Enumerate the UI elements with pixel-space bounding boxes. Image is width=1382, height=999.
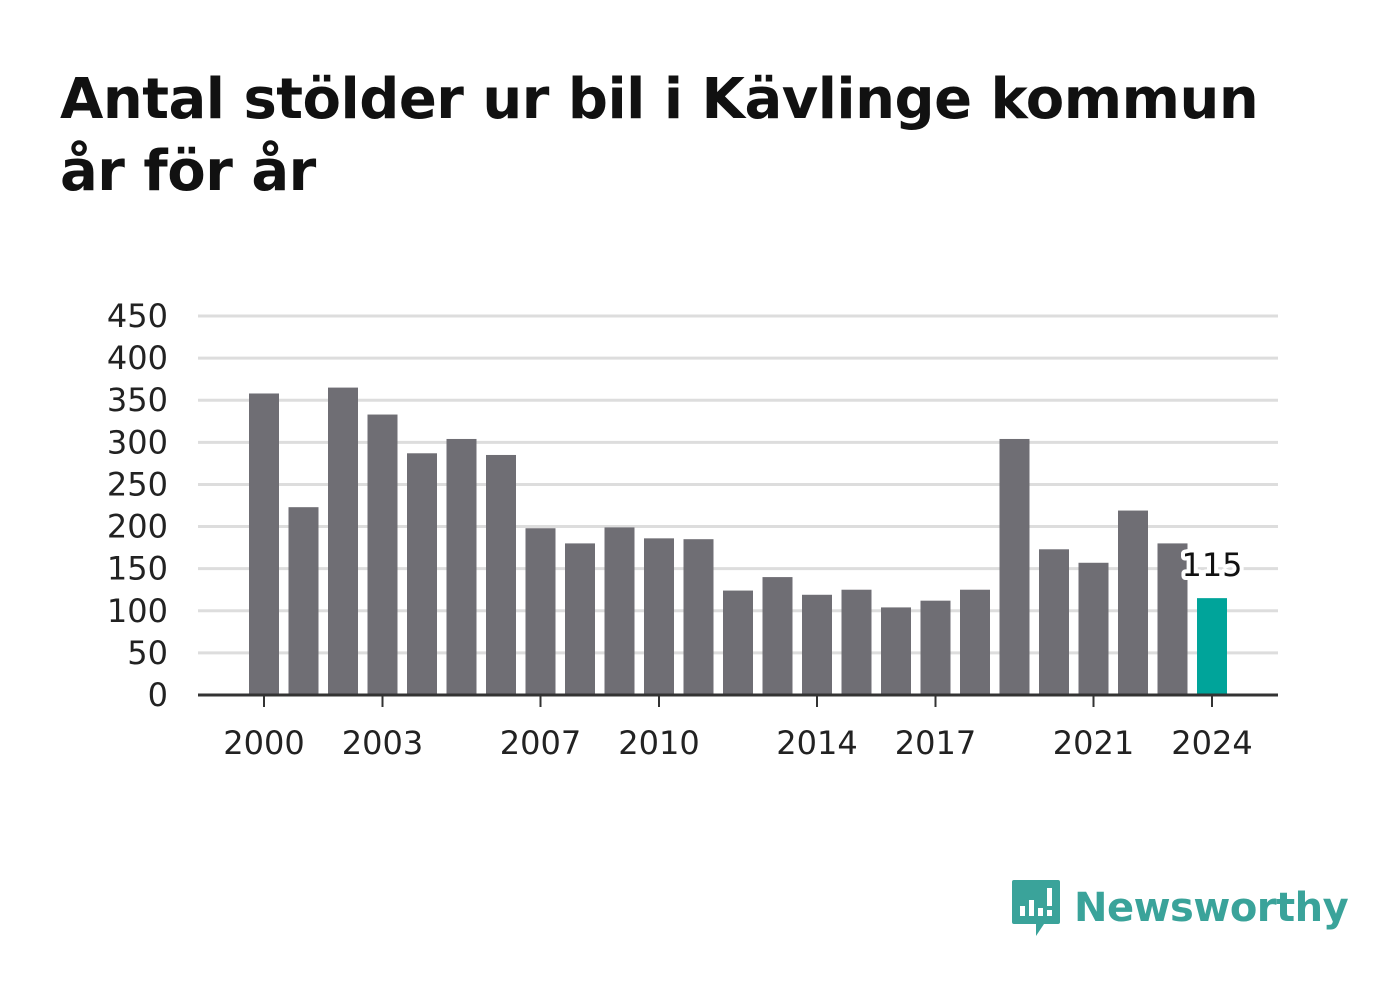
bar [802, 594, 832, 695]
newsworthy-logo: Newsworthy [1010, 878, 1349, 938]
bar [407, 453, 437, 695]
y-tick-label: 400 [107, 339, 168, 377]
x-tick-label: 2024 [1171, 724, 1252, 762]
bar [1157, 543, 1188, 695]
bar [999, 438, 1030, 695]
x-tick-label: 2014 [776, 724, 857, 762]
bar [841, 589, 872, 695]
y-tick-label: 100 [107, 592, 168, 630]
y-tick-label: 300 [107, 423, 168, 461]
bar [1039, 549, 1069, 695]
x-tick-label: 2007 [500, 724, 581, 762]
x-tick-label: 2021 [1053, 724, 1134, 762]
bar [328, 387, 358, 695]
axes [198, 693, 1278, 707]
bar [762, 577, 793, 695]
bar [1078, 562, 1109, 695]
bar [604, 527, 635, 695]
bar [960, 589, 990, 695]
x-tick-label: 2017 [895, 724, 976, 762]
bar [1197, 598, 1227, 695]
y-tick-label: 150 [107, 550, 168, 588]
y-tick-label: 250 [107, 465, 168, 503]
x-tick-label: 2010 [618, 724, 699, 762]
x-tick-label: 2003 [342, 724, 423, 762]
bar [565, 543, 595, 695]
bar [367, 414, 398, 695]
brand-name: Newsworthy [1074, 885, 1349, 931]
bar [288, 507, 319, 695]
bar [920, 600, 951, 695]
data-label-halo: 115 [1181, 546, 1242, 584]
y-tick-label: 0 [148, 676, 168, 714]
bar [881, 607, 911, 695]
bar [525, 528, 556, 695]
chart-title: Antal stölder ur bil i Kävlinge kommun å… [60, 67, 1259, 204]
bars [249, 387, 1227, 695]
y-tick-label: 450 [107, 297, 168, 335]
data-label: 115 [1181, 546, 1242, 584]
bar [249, 393, 279, 695]
labels: 0 50 100 150 200 250 300 350 400 450 2000 2003 2007 2… [107, 297, 1253, 762]
bar [1118, 510, 1148, 695]
bar [446, 438, 477, 695]
x-tick-label: 2000 [223, 724, 304, 762]
y-tick-label: 50 [127, 634, 168, 672]
y-tick-label: 350 [107, 381, 168, 419]
bar [723, 590, 753, 695]
bar-chart-speech-icon [1012, 880, 1060, 936]
bar [644, 538, 674, 695]
bar [486, 454, 516, 695]
bar [683, 539, 714, 695]
y-tick-label: 200 [107, 508, 168, 546]
